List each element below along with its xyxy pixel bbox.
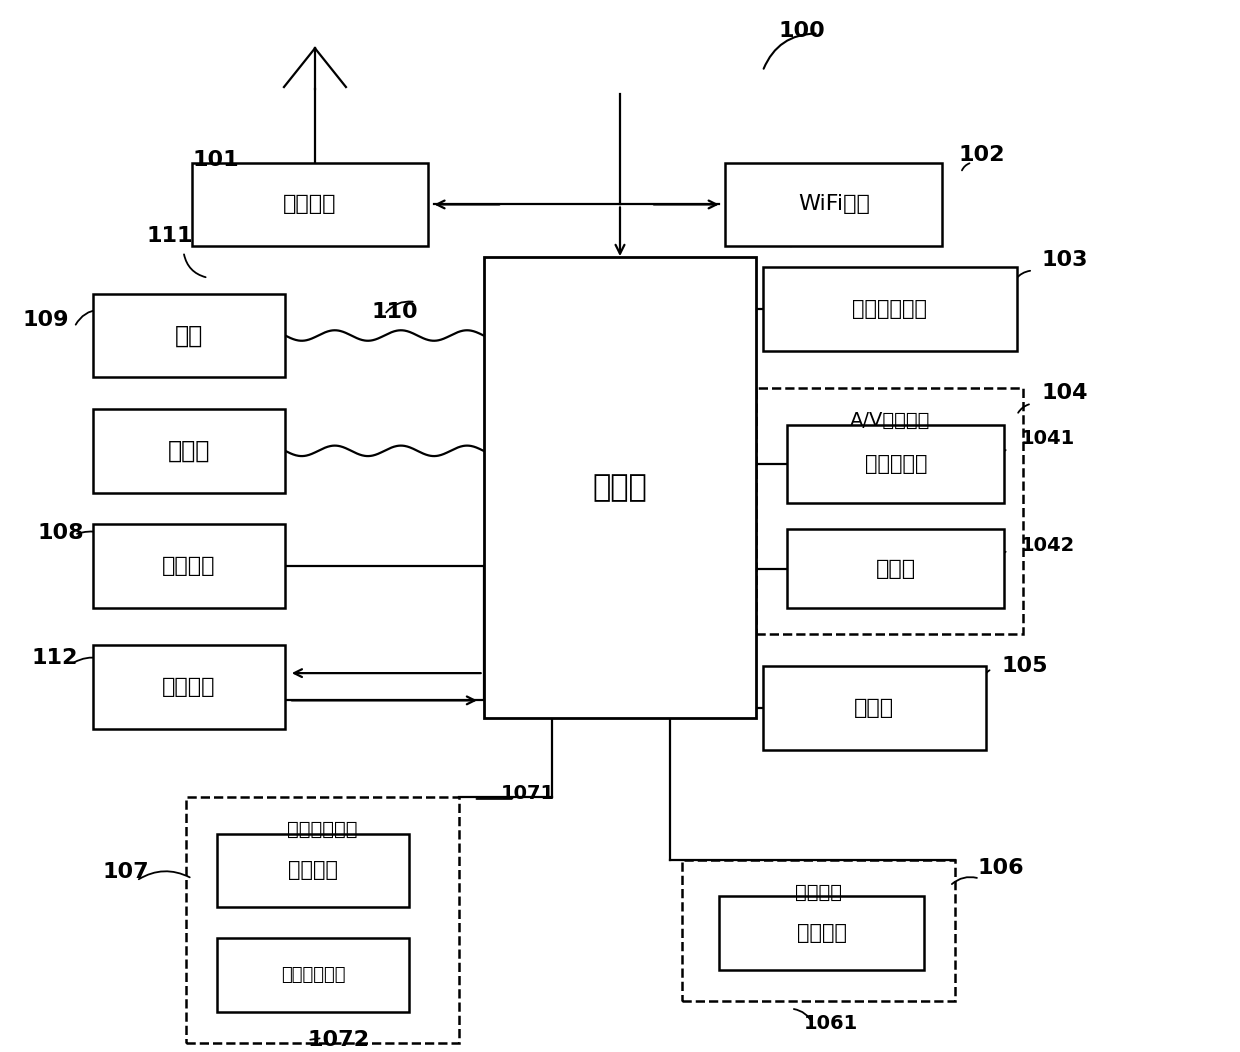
Text: 传感器: 传感器 xyxy=(854,697,894,717)
Bar xyxy=(725,162,942,246)
Bar xyxy=(763,666,986,750)
Bar xyxy=(484,257,756,719)
Text: 射频单元: 射频单元 xyxy=(283,195,337,215)
Bar xyxy=(186,796,459,1044)
Text: 显示单元: 显示单元 xyxy=(795,883,842,902)
Text: 接口单元: 接口单元 xyxy=(162,557,216,576)
Text: 触控面板: 触控面板 xyxy=(288,861,339,881)
Text: 麦克风: 麦克风 xyxy=(875,559,916,579)
Text: 112: 112 xyxy=(31,648,77,668)
Text: 1071: 1071 xyxy=(501,784,556,803)
Text: 104: 104 xyxy=(1042,383,1089,403)
Bar xyxy=(217,833,409,907)
Bar xyxy=(763,267,1017,351)
Text: 111: 111 xyxy=(146,226,193,246)
Text: 105: 105 xyxy=(1002,655,1049,675)
Text: 106: 106 xyxy=(977,858,1024,878)
Bar xyxy=(787,425,1004,503)
Text: 1061: 1061 xyxy=(804,1014,858,1033)
Text: 109: 109 xyxy=(22,309,68,329)
Text: 101: 101 xyxy=(192,150,239,170)
Bar xyxy=(93,524,285,608)
Text: 1042: 1042 xyxy=(1021,535,1075,554)
Text: 110: 110 xyxy=(372,302,419,323)
Text: 108: 108 xyxy=(37,523,84,543)
Text: 处理器: 处理器 xyxy=(593,473,647,502)
Text: 其他输入设备: 其他输入设备 xyxy=(280,966,346,984)
Bar xyxy=(217,938,409,1012)
Text: A/V输入单元: A/V输入单元 xyxy=(849,411,930,430)
Text: 存储器: 存储器 xyxy=(167,439,211,463)
Text: 显示面板: 显示面板 xyxy=(796,924,847,944)
Bar xyxy=(787,529,1004,608)
Bar xyxy=(192,162,428,246)
Text: 102: 102 xyxy=(959,145,1004,165)
Text: 1072: 1072 xyxy=(308,1030,370,1050)
Text: 107: 107 xyxy=(103,863,150,883)
Text: 电源: 电源 xyxy=(175,324,203,347)
Bar xyxy=(93,294,285,378)
Bar xyxy=(756,388,1023,634)
Text: 图形处理器: 图形处理器 xyxy=(864,454,928,474)
Text: 100: 100 xyxy=(779,21,826,41)
Text: 用户输入单元: 用户输入单元 xyxy=(288,820,357,838)
Bar xyxy=(93,409,285,492)
Text: 蓝牙模块: 蓝牙模块 xyxy=(162,676,216,696)
Text: WiFi模块: WiFi模块 xyxy=(799,195,869,215)
Text: 1041: 1041 xyxy=(1021,429,1075,448)
Text: 103: 103 xyxy=(1042,250,1089,270)
Bar xyxy=(719,896,924,970)
Text: 音频输出单元: 音频输出单元 xyxy=(852,300,928,320)
Bar xyxy=(682,859,955,1002)
Bar xyxy=(93,645,285,729)
